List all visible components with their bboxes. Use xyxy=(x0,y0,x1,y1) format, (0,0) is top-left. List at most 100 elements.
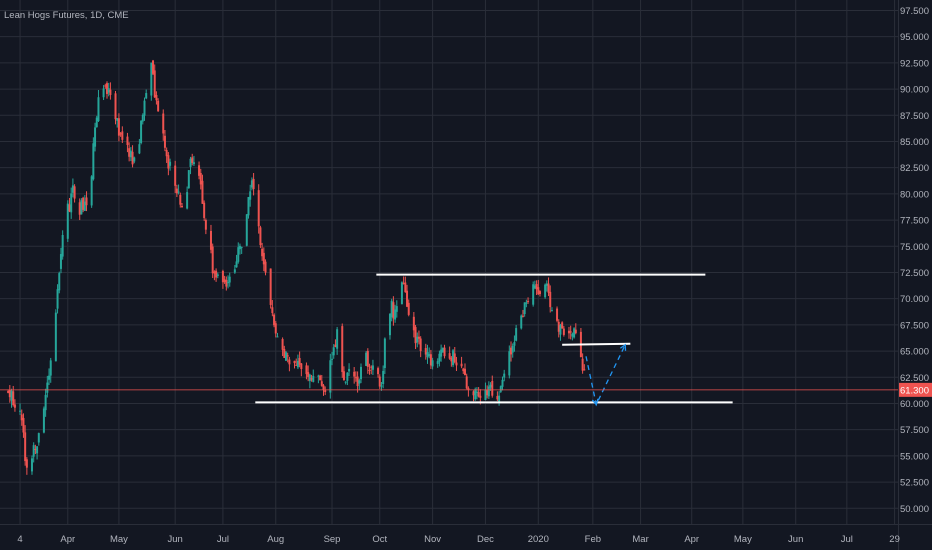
candle-body xyxy=(382,370,385,385)
price-tick-label: 62.500 xyxy=(900,373,929,384)
candle-body xyxy=(70,193,73,213)
candle-body xyxy=(305,365,308,375)
candle-body xyxy=(61,234,64,257)
price-tick-label: 77.500 xyxy=(900,216,929,227)
candle-body xyxy=(276,336,279,338)
candle-body xyxy=(54,312,57,362)
candle-body xyxy=(431,360,434,367)
candle-body xyxy=(264,261,267,273)
candle-body xyxy=(211,246,214,274)
candle-body xyxy=(252,178,255,190)
candle-body xyxy=(269,268,272,305)
last-price-label: 61.300 xyxy=(900,385,929,396)
candle-body xyxy=(527,300,530,302)
candle-body xyxy=(441,347,444,353)
candle-body xyxy=(489,384,492,388)
candle-body xyxy=(484,389,487,400)
candle-body xyxy=(167,155,170,169)
candle-body xyxy=(179,194,182,205)
candle-body xyxy=(344,381,347,383)
candle-body xyxy=(199,172,202,185)
candle-body xyxy=(240,246,243,248)
candle-body xyxy=(520,315,523,329)
candle-body xyxy=(559,324,562,335)
candle-body xyxy=(324,390,327,393)
time-tick-label: 2020 xyxy=(528,534,549,545)
candle-body xyxy=(462,368,465,372)
candle-body xyxy=(360,366,362,380)
candle-body xyxy=(574,329,577,334)
candle-body xyxy=(332,347,335,356)
candle-body xyxy=(283,348,286,358)
candle-body xyxy=(257,190,260,227)
price-axis[interactable]: 50.000 52.500 55.000 57.500 60.000 62.500 65.0… xyxy=(898,0,930,550)
candle-body xyxy=(73,186,76,199)
candle-body xyxy=(56,289,59,309)
candle-body xyxy=(228,276,231,283)
last-price-tag xyxy=(899,382,932,397)
candle-body xyxy=(105,83,108,94)
grid xyxy=(0,0,898,524)
candle-body xyxy=(479,395,482,398)
candle-body xyxy=(390,300,393,318)
candle-body xyxy=(36,446,39,454)
candle-body xyxy=(533,285,536,289)
candle-body xyxy=(90,176,93,206)
candle-body xyxy=(181,205,183,207)
price-tick-label: 82.500 xyxy=(900,163,929,174)
time-tick-label: Jul xyxy=(217,534,229,545)
candle-body xyxy=(549,291,552,308)
candle-body xyxy=(366,350,369,367)
candle-body xyxy=(499,386,502,392)
candle-body xyxy=(215,270,218,278)
candle-body xyxy=(175,188,178,194)
candle-body xyxy=(353,371,356,377)
candle-body xyxy=(163,135,166,148)
candle-body xyxy=(83,201,86,211)
candle-body xyxy=(165,150,168,157)
candle-body xyxy=(370,366,373,368)
candle-body xyxy=(30,458,33,472)
candle-body xyxy=(371,365,374,370)
candle-body xyxy=(145,93,148,99)
candle-body xyxy=(320,381,323,386)
candle-body xyxy=(557,321,560,332)
candle-body xyxy=(187,170,190,189)
candle-body xyxy=(288,359,291,365)
candle-body xyxy=(440,349,443,357)
candle-body xyxy=(368,369,371,371)
time-axis[interactable]: 4 Apr May Jun Jul Aug Sep Oct Nov Dec 2020 Feb Mar Ap… xyxy=(0,524,932,546)
candle-body xyxy=(138,144,141,154)
candle-body xyxy=(46,382,49,393)
candle-body xyxy=(201,180,204,204)
candle-body xyxy=(331,358,334,360)
candle-body xyxy=(511,345,514,353)
candle-body xyxy=(262,252,265,265)
time-tick-label: 4 xyxy=(17,534,22,545)
candle-body xyxy=(284,352,287,361)
price-tick-label: 87.500 xyxy=(900,111,929,122)
candle-body xyxy=(102,88,105,98)
candle-body xyxy=(334,344,337,348)
candle-body xyxy=(42,408,45,433)
candle-body xyxy=(419,338,422,352)
candle-body xyxy=(227,282,230,284)
candle-body xyxy=(198,165,201,176)
candle-body xyxy=(186,192,189,209)
candle-body xyxy=(92,143,95,180)
candle-body xyxy=(525,302,528,304)
candle-body xyxy=(402,282,405,284)
candle-body xyxy=(510,347,513,355)
drawings[interactable] xyxy=(255,273,733,407)
candle-body xyxy=(395,306,398,312)
candle-body xyxy=(153,70,156,98)
candle-body xyxy=(346,372,349,381)
candle-body xyxy=(10,390,13,401)
candle-body xyxy=(467,388,470,390)
candle-body xyxy=(377,368,380,375)
time-tick-label: Aug xyxy=(267,534,284,545)
price-tick-label: 75.000 xyxy=(900,242,929,253)
candle-body xyxy=(567,330,570,334)
time-tick-label: Nov xyxy=(424,534,441,545)
